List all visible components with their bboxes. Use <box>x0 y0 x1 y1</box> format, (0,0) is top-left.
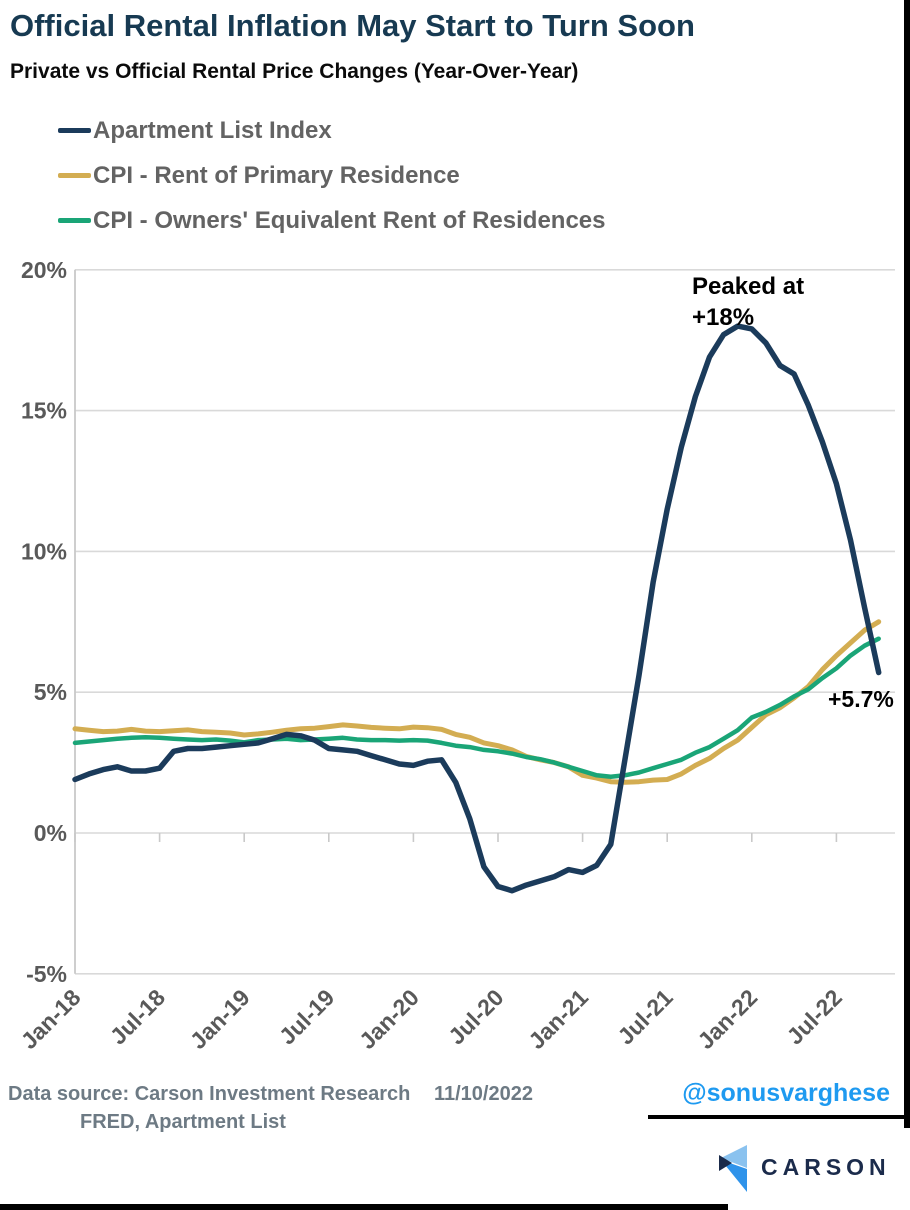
svg-text:15%: 15% <box>21 398 67 424</box>
svg-text:Jul-18: Jul-18 <box>105 984 171 1050</box>
legend-swatch-green <box>58 218 91 223</box>
svg-text:Jan-20: Jan-20 <box>354 984 424 1054</box>
legend-label: Apartment List Index <box>93 116 332 144</box>
legend-swatch-navy <box>58 128 91 133</box>
svg-text:Jan-18: Jan-18 <box>16 984 86 1054</box>
svg-text:10%: 10% <box>21 538 67 564</box>
svg-text:Jan-19: Jan-19 <box>185 984 255 1054</box>
svg-text:0%: 0% <box>34 820 67 846</box>
legend-label: CPI - Owners' Equivalent Rent of Residen… <box>93 206 606 234</box>
carson-logo-text: CARSON <box>761 1154 891 1180</box>
bottom-border-bar <box>0 1204 728 1210</box>
right-border-bar <box>904 0 910 1128</box>
data-source-line2: FRED, Apartment List <box>80 1111 286 1133</box>
svg-text:5%: 5% <box>34 679 67 705</box>
data-source-line: Data source: Carson Investment Research … <box>8 1083 533 1106</box>
carson-logo-icon <box>719 1145 747 1192</box>
svg-text:Jul-20: Jul-20 <box>443 984 508 1049</box>
svg-text:Jan-22: Jan-22 <box>692 984 762 1054</box>
svg-text:-5%: -5% <box>26 961 67 987</box>
legend-label: CPI - Rent of Primary Residence <box>93 161 460 189</box>
legend-item-apartment-list: Apartment List Index <box>58 108 606 153</box>
page-title: Official Rental Inflation May Start to T… <box>10 8 695 43</box>
legend-item-cpi-oer: CPI - Owners' Equivalent Rent of Residen… <box>58 198 606 243</box>
legend-swatch-gold <box>58 173 91 178</box>
svg-text:20%: 20% <box>21 257 67 283</box>
svg-text:Jan-21: Jan-21 <box>523 984 593 1054</box>
peak-annotation-line1: Peaked at <box>692 273 805 300</box>
twitter-handle: @sonusvarghese <box>682 1079 890 1107</box>
svg-text:Jul-22: Jul-22 <box>782 984 847 1049</box>
chart-legend: Apartment List Index CPI - Rent of Prima… <box>58 108 606 243</box>
peak-annotation: Peaked at +18% <box>692 271 804 333</box>
end-value-annotation: +5.7% <box>828 686 894 712</box>
chart-subtitle: Private vs Official Rental Price Changes… <box>10 60 579 83</box>
chart-date: 11/10/2022 <box>433 1083 533 1105</box>
peak-annotation-line2: +18% <box>692 304 755 332</box>
data-source-value: Carson Investment Research <box>134 1083 411 1105</box>
data-source-label: Data source: <box>8 1083 130 1105</box>
legend-item-cpi-rent: CPI - Rent of Primary Residence <box>58 153 606 198</box>
svg-text:Jul-19: Jul-19 <box>274 984 339 1049</box>
svg-text:Jul-21: Jul-21 <box>612 984 678 1050</box>
logo-box-top-border <box>648 1115 910 1119</box>
